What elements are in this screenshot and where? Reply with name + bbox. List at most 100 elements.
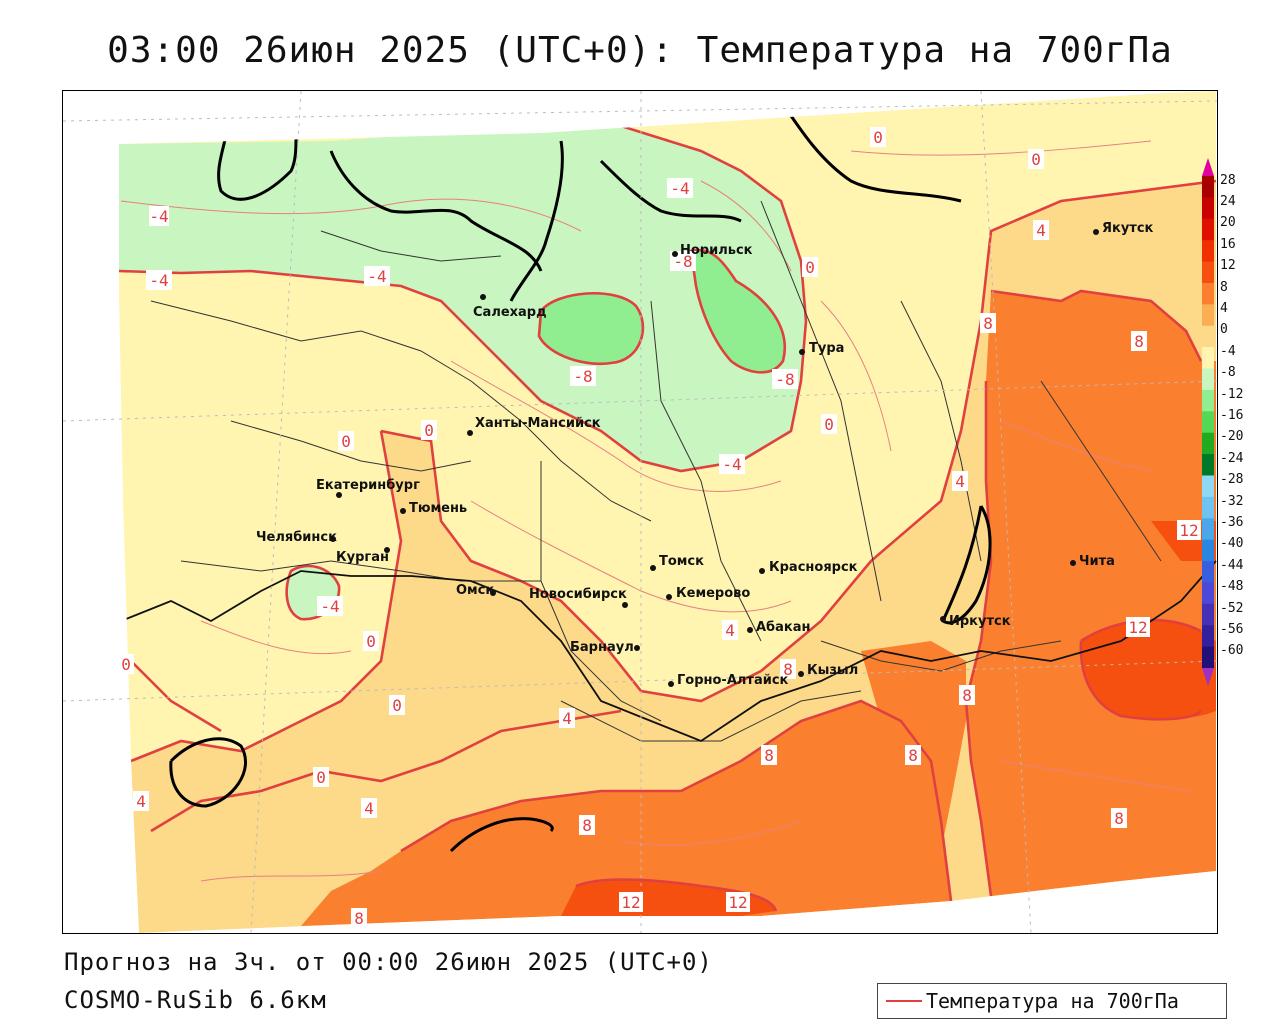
contour-label: 0: [421, 420, 437, 440]
colorbar-tick-label: 0: [1220, 322, 1228, 338]
contour-label: 8: [1111, 808, 1127, 828]
city-salekhard[interactable]: Салехард: [473, 294, 547, 320]
outside-domain-ne: [541, 91, 1216, 133]
region-borders: [150, 200, 1162, 742]
city-norilsk[interactable]: Норильск: [672, 243, 753, 258]
svg-text:0: 0: [392, 696, 402, 715]
svg-text:8: 8: [582, 816, 592, 835]
graticule: [63, 91, 1217, 933]
city-kurgan[interactable]: Курган: [336, 547, 390, 565]
colorbar-tick-label: -28: [1220, 472, 1244, 488]
city-irkutsk[interactable]: Иркутск: [940, 614, 1011, 629]
colorbar-cell: [1202, 176, 1214, 198]
svg-text:0: 0: [316, 768, 326, 787]
contour-label: 8: [1131, 331, 1147, 351]
city-chita[interactable]: Чита: [1070, 554, 1115, 569]
contour-label: 4: [559, 708, 575, 728]
contour-label: 8: [761, 745, 777, 765]
svg-text:4: 4: [725, 621, 735, 640]
svg-text:12: 12: [621, 893, 640, 912]
city-yekaterinburg[interactable]: Екатеринбург: [316, 478, 420, 498]
svg-text:8: 8: [764, 746, 774, 765]
colorbar-cell: [1202, 432, 1214, 455]
colorbar-cell: [1202, 518, 1214, 541]
city-abakan[interactable]: Абакан: [747, 620, 811, 635]
city-gorno-altaysk[interactable]: Горно-Алтайск: [668, 673, 789, 688]
svg-text:12: 12: [1179, 521, 1198, 540]
svg-text:8: 8: [1134, 332, 1144, 351]
svg-text:-4: -4: [149, 271, 168, 290]
svg-text:-8: -8: [673, 252, 692, 271]
svg-text:12: 12: [728, 893, 747, 912]
city-chelyabinsk[interactable]: Челябинск: [256, 530, 337, 545]
colorbar-tick-label: -36: [1220, 514, 1244, 530]
city-kyzyl[interactable]: Кызыл: [798, 663, 858, 678]
svg-text:-4: -4: [722, 455, 741, 474]
contour-label: 12: [619, 892, 643, 912]
svg-text:0: 0: [341, 432, 351, 451]
contour-label: 8: [905, 745, 921, 765]
field-8-12-east: [966, 291, 1216, 896]
svg-text:Тюмень: Тюмень: [409, 501, 467, 516]
contour-label: 4: [361, 798, 377, 818]
contour-label: 12: [726, 892, 750, 912]
city-tura[interactable]: Тура: [799, 341, 844, 356]
svg-text:Томск: Томск: [659, 554, 704, 569]
colorbar-cell: [1202, 561, 1214, 583]
colorbar-tick-label: -4: [1220, 343, 1236, 359]
outside-domain-nw: [63, 91, 541, 933]
colorbar-tick-label: -40: [1220, 536, 1244, 552]
contour-label: -4: [667, 178, 693, 198]
svg-text:8: 8: [783, 660, 793, 679]
legend-line-swatch: [886, 1000, 922, 1002]
svg-text:Якутск: Якутск: [1102, 221, 1154, 236]
colorbar-tick-label: 8: [1220, 279, 1228, 295]
svg-text:8: 8: [908, 746, 918, 765]
map-area[interactable]: -4 -4 -4 -4 -8 -8 -8 -4 -4 0 0 0 0 0 0 0…: [62, 90, 1218, 934]
colorbar-tick-label: 28: [1220, 172, 1236, 188]
city-novosibirsk[interactable]: Новосибирск: [529, 587, 628, 608]
svg-text:Ханты-Мансийск: Ханты-Мансийск: [475, 416, 601, 431]
colorbar-cell: [1202, 411, 1214, 434]
field-8-12-south: [301, 701, 951, 926]
city-kemerovo[interactable]: Кемерово: [666, 586, 750, 601]
svg-text:Курган: Курган: [336, 550, 389, 565]
colorbar-tick-label: -16: [1220, 408, 1244, 423]
country-border: [120, 560, 1217, 743]
colorbar-tick-label: 20: [1220, 215, 1236, 231]
contour-label: -4: [146, 270, 172, 290]
colorbar-cell: [1202, 603, 1214, 626]
svg-text:0: 0: [1031, 150, 1041, 169]
city-tyumen[interactable]: Тюмень: [400, 501, 467, 516]
contour-label: 0: [802, 257, 818, 277]
colorbar-cell: [1202, 582, 1214, 605]
city-khanty-mansiysk[interactable]: Ханты-Мансийск: [467, 416, 601, 436]
city-tomsk[interactable]: Томск: [650, 554, 704, 571]
city-yakutsk[interactable]: Якутск: [1093, 221, 1154, 236]
colorbar-cell: [1202, 454, 1214, 476]
contour-label: 0: [118, 654, 134, 674]
colorbar-tick-label: -32: [1220, 493, 1244, 509]
city-krasnoyarsk[interactable]: Красноярск: [759, 560, 858, 575]
colorbar-cell: [1202, 475, 1214, 498]
contour-label: -4: [364, 266, 390, 286]
svg-text:12: 12: [1128, 618, 1147, 637]
colorbar-cell: [1202, 389, 1214, 412]
legend-label: Температура на 700гПа: [926, 989, 1179, 1013]
field-minus4-north: [119, 126, 806, 471]
contour-label: -4: [149, 206, 169, 226]
colorbar-cell: [1202, 325, 1214, 348]
colorbar-cell: [1202, 197, 1214, 220]
contour-label: 0: [363, 631, 379, 651]
colorbar-tick-label: -56: [1220, 621, 1244, 637]
city-omsk[interactable]: Омск: [456, 583, 496, 598]
colorbar-tick-label: 16: [1220, 236, 1236, 252]
svg-text:Красноярск: Красноярск: [769, 560, 858, 575]
colorbar-cell: [1202, 368, 1214, 391]
contour-label: -8: [570, 366, 596, 386]
svg-text:Новосибирск: Новосибирск: [529, 587, 627, 602]
city-barnaul[interactable]: Барнаул: [570, 640, 640, 655]
colorbar-cell: [1202, 240, 1214, 263]
colorbar-cell: [1202, 496, 1214, 519]
contour-label: 0: [870, 127, 886, 147]
